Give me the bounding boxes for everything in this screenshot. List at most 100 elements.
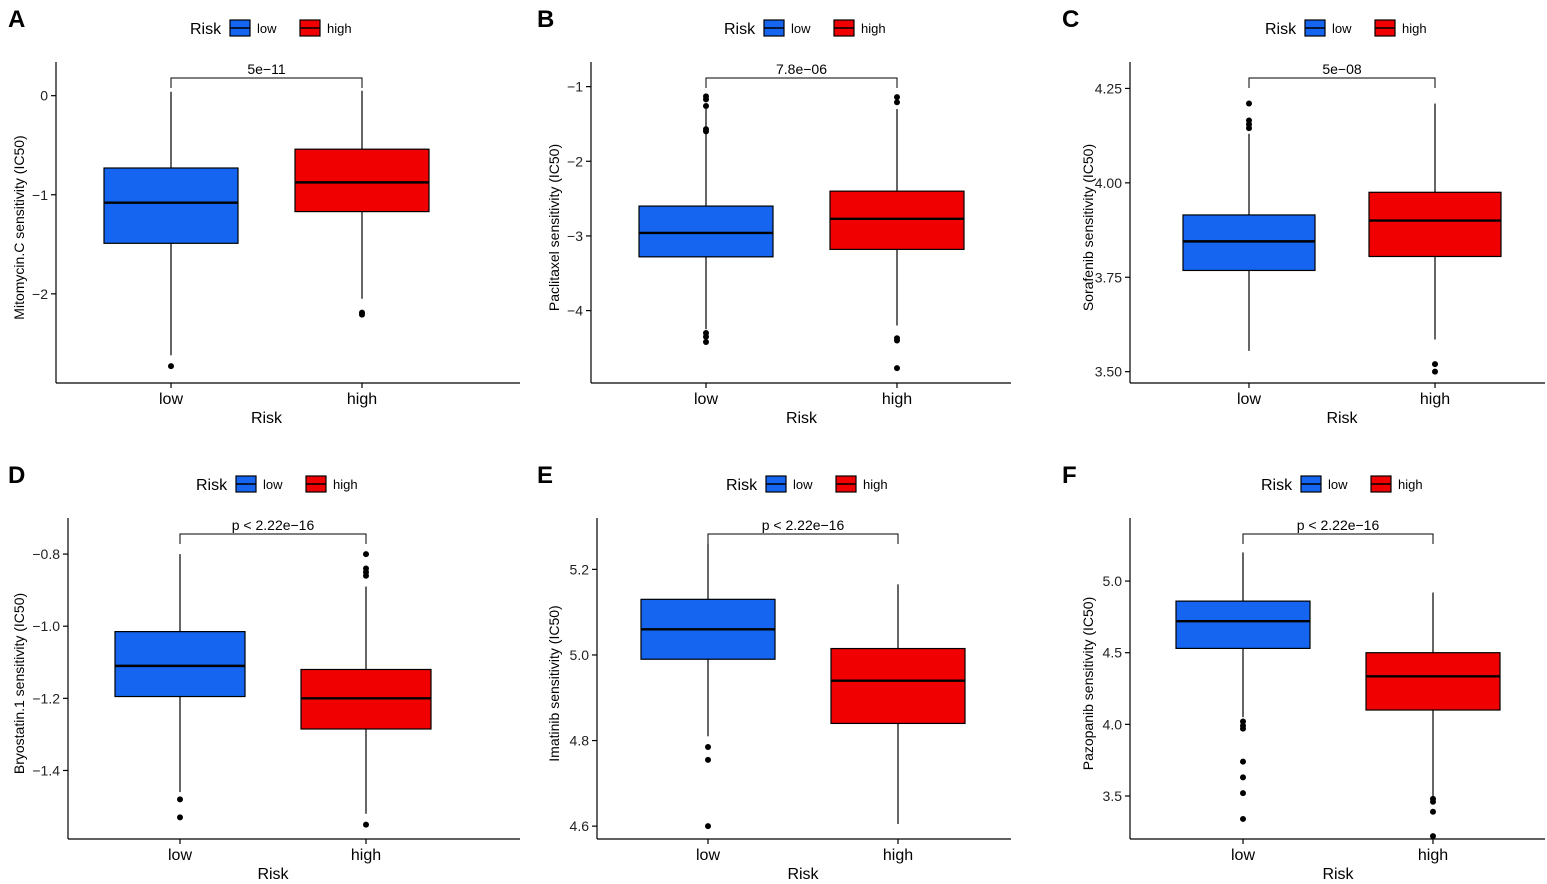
- outlier-point: [703, 96, 709, 103]
- y-tick-label: −1.4: [32, 762, 60, 778]
- outlier-point: [1246, 100, 1252, 107]
- box-high: [830, 584, 966, 825]
- box-low: [640, 543, 776, 830]
- y-axis-label: Sorafenib sensitivity (IC50): [1080, 144, 1096, 311]
- panel-label: F: [1062, 462, 1077, 489]
- legend: Risk low high: [1265, 19, 1427, 38]
- bracket-line: [705, 77, 898, 88]
- x-tick-label-low: low: [696, 847, 720, 864]
- x-tick-label-high: high: [351, 847, 381, 864]
- bracket-line: [707, 533, 899, 544]
- box-low: [114, 554, 246, 821]
- x-tick-label-high: high: [347, 391, 377, 408]
- legend-title: Risk: [1265, 21, 1297, 38]
- box-low: [1182, 100, 1316, 351]
- legend-label-low: low: [1328, 477, 1348, 492]
- box-body: [638, 205, 774, 258]
- box-low: [638, 93, 774, 345]
- box-low: [103, 91, 239, 370]
- p-value-label: p < 2.22e−16: [1297, 517, 1380, 533]
- y-axis-label: Mitomycin.C sensitivity (IC50): [11, 135, 27, 319]
- outlier-point: [177, 796, 183, 803]
- y-tick-label: 3.75: [1095, 269, 1122, 285]
- significance-bracket: p < 2.22e−16: [179, 517, 367, 544]
- y-tick-label: −0.8: [32, 546, 60, 562]
- y-tick-label: −3: [567, 228, 583, 244]
- panel-f: F Risk low high 5.0 4.5 4.0 3.5 Pazopanib sensit…: [1062, 462, 1545, 883]
- box-body: [294, 148, 430, 213]
- x-tick-label-low: low: [694, 391, 718, 408]
- x-axis-label: Risk: [787, 866, 819, 879]
- x-tick-label-high: high: [883, 847, 913, 864]
- y-tick-label: 4.5: [1103, 645, 1123, 661]
- significance-bracket: 5e−11: [170, 61, 363, 88]
- outlier-point: [1432, 368, 1438, 375]
- legend-label-high: high: [327, 21, 352, 36]
- box-body: [114, 631, 246, 698]
- x-tick-label-low: low: [1237, 391, 1261, 408]
- box-body: [1365, 652, 1501, 711]
- y-tick-label: −1: [567, 79, 583, 95]
- y-tick-label: 3.50: [1095, 364, 1122, 380]
- y-tick-label: 5.2: [570, 561, 590, 577]
- legend-label-low: low: [257, 21, 277, 36]
- x-tick-label-low: low: [168, 847, 192, 864]
- outlier-point: [1432, 361, 1438, 368]
- legend-label-high: high: [333, 477, 358, 492]
- y-tick-label: 0: [40, 88, 48, 104]
- y-tick-label: 4.00: [1095, 175, 1122, 191]
- outlier-point: [1240, 718, 1246, 725]
- legend-label-high: high: [861, 21, 886, 36]
- x-tick-label-high: high: [882, 391, 912, 408]
- outlier-point: [1430, 833, 1436, 840]
- panel-b: B Risk low high −1 −2 −3 −4 Paclitaxel sensitivi…: [537, 6, 1011, 427]
- bracket-line: [179, 533, 367, 544]
- p-value-label: p < 2.22e−16: [232, 517, 315, 533]
- legend-label-high: high: [863, 477, 888, 492]
- y-tick-label: 4.6: [570, 818, 590, 834]
- panel-c: C Risk low high 4.25 4.00 3.75 3.50 Sorafenib se…: [1062, 6, 1545, 427]
- legend-title: Risk: [190, 21, 222, 38]
- panel-label: D: [8, 462, 25, 489]
- y-tick-label: 3.5: [1103, 788, 1123, 804]
- y-tick-label: −1.0: [32, 618, 60, 634]
- legend-title: Risk: [726, 477, 758, 494]
- significance-bracket: 5e−08: [1248, 61, 1436, 88]
- legend-label-low: low: [793, 477, 813, 492]
- outlier-point: [1240, 774, 1246, 781]
- x-axis-label: Risk: [1326, 410, 1358, 427]
- legend: Risk low high: [1261, 475, 1423, 494]
- legend: Risk low high: [724, 19, 886, 38]
- box-body: [1182, 214, 1316, 272]
- p-value-label: 5e−11: [247, 61, 285, 77]
- y-axis-label: Pazopanib sensitivity (IC50): [1080, 597, 1096, 771]
- outlier-point: [359, 311, 365, 318]
- bracket-line: [1242, 533, 1434, 544]
- y-axis-label: Bryostatin.1 sensitivity (IC50): [11, 593, 27, 774]
- outlier-point: [703, 103, 709, 110]
- outlier-point: [1240, 725, 1246, 732]
- outlier-point: [1240, 790, 1246, 797]
- significance-bracket: p < 2.22e−16: [707, 517, 899, 544]
- outlier-point: [894, 365, 900, 372]
- bracket-line: [170, 77, 363, 88]
- outlier-point: [894, 337, 900, 344]
- box-low: [1175, 552, 1311, 822]
- x-tick-label-high: high: [1418, 847, 1448, 864]
- p-value-label: 5e−08: [1322, 61, 1362, 77]
- outlier-point: [703, 333, 709, 340]
- y-tick-label: −2: [32, 286, 48, 302]
- legend-label-low: low: [791, 21, 811, 36]
- outlier-point: [894, 99, 900, 106]
- p-value-label: 7.8e−06: [776, 61, 827, 77]
- legend-label-high: high: [1398, 477, 1423, 492]
- panel-d: D Risk low high −0.8 −1.0 −1.2 −1.4 Bryostatin.1…: [8, 462, 520, 883]
- y-tick-label: −1: [32, 187, 48, 203]
- y-tick-label: −2: [567, 153, 583, 169]
- x-axis-label: Risk: [251, 410, 283, 427]
- box-body: [830, 647, 966, 725]
- panel-e: E Risk low high 5.2 5.0 4.8 4.6 Imatinib sensiti…: [537, 462, 1011, 883]
- outlier-point: [168, 363, 174, 370]
